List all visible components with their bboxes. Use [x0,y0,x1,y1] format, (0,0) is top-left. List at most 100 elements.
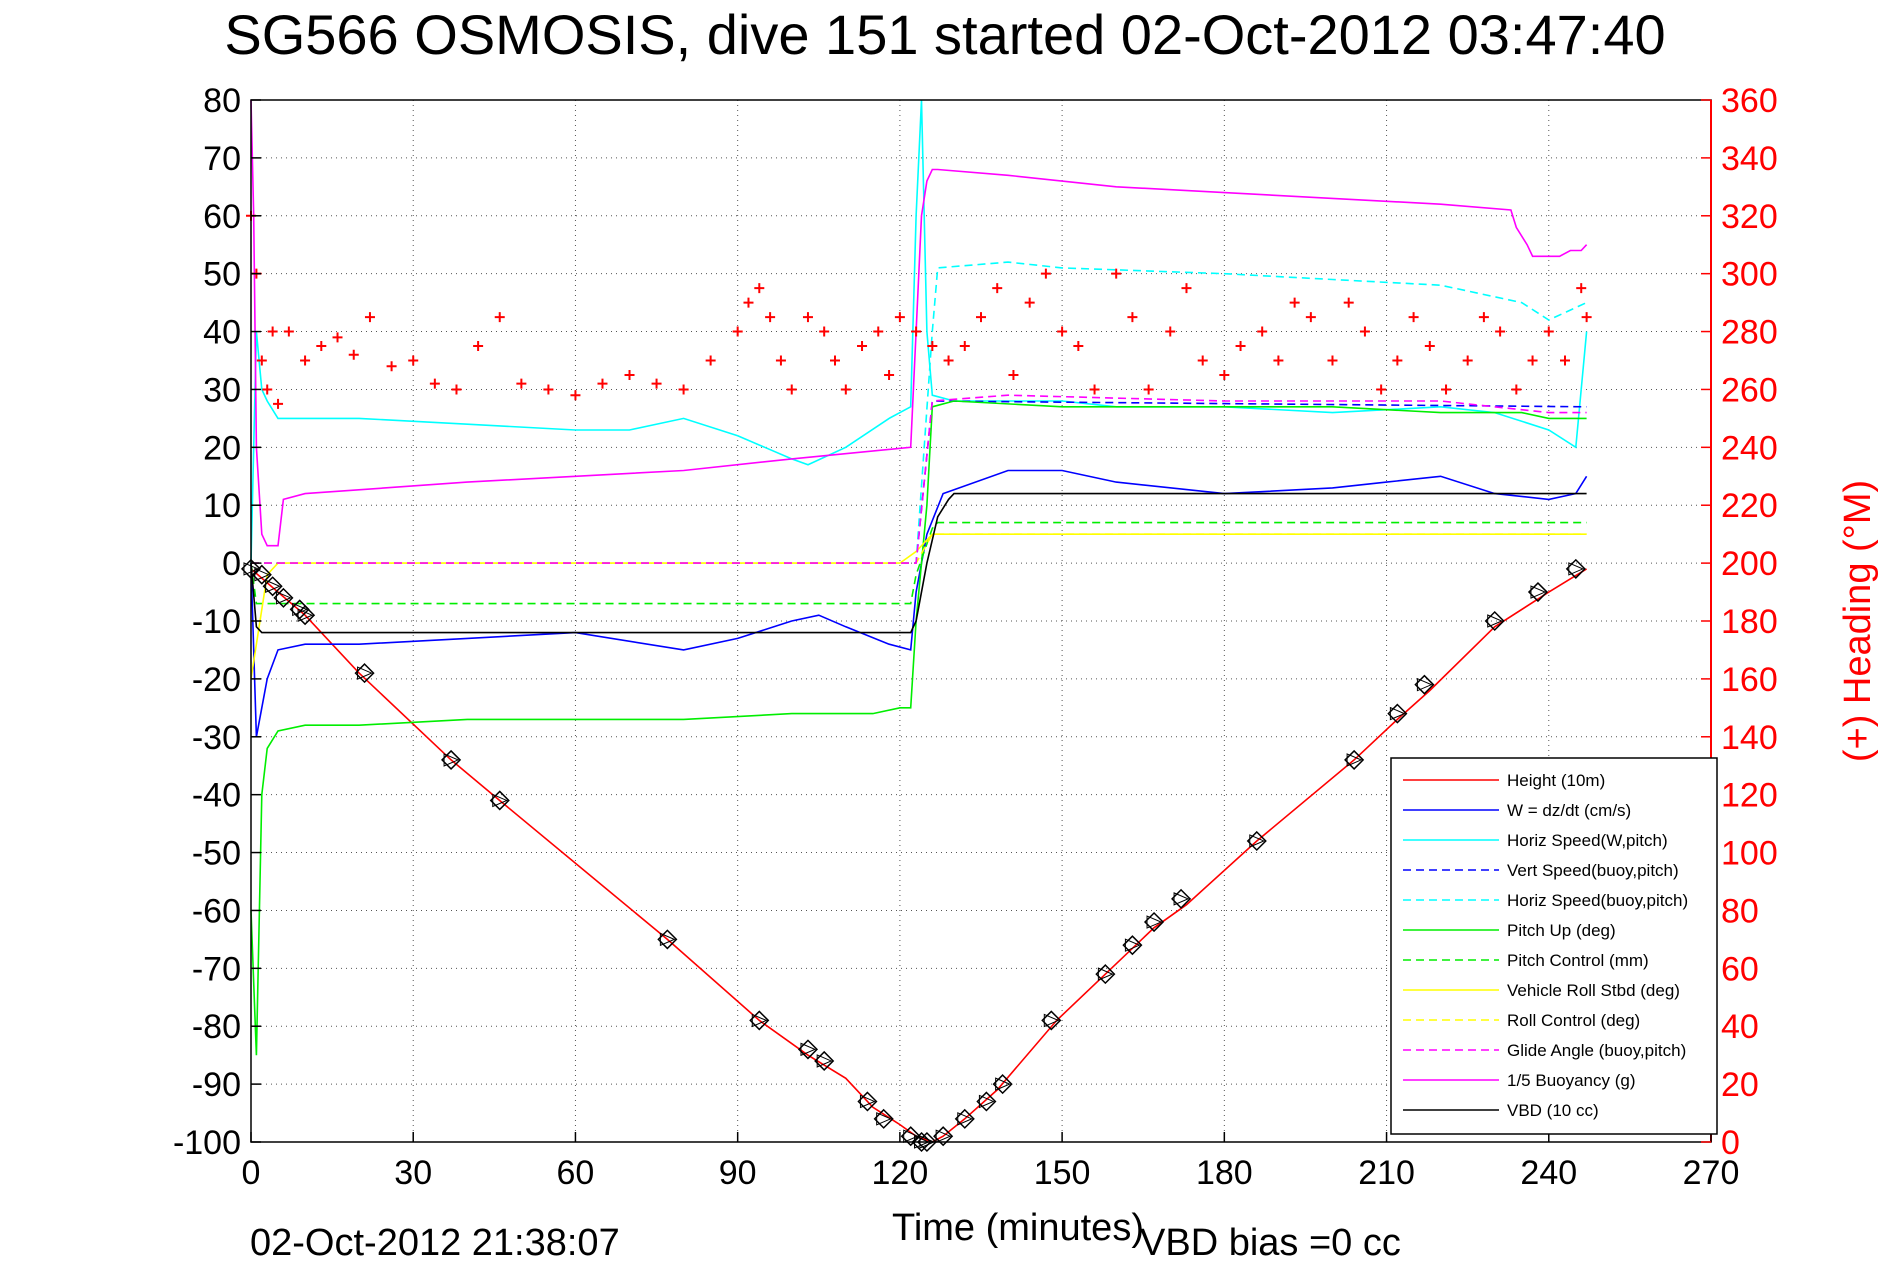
heading-marker [802,312,813,323]
diamond-marker [976,1091,997,1112]
heading-marker [516,378,527,389]
legend-label: Roll Control (deg) [1507,1011,1640,1030]
heading-marker [1327,355,1338,366]
heading-marker [1273,355,1284,366]
heading-marker [1305,312,1316,323]
heading-marker [1478,312,1489,323]
y2-axis-label: (+) Heading (°M) [1837,480,1879,762]
triangle-marker [275,591,292,605]
heading-marker [1424,341,1435,352]
heading-marker [894,312,905,323]
heading-marker [1441,384,1452,395]
heading-marker [1392,355,1403,366]
y-tick-label: 60 [203,198,241,236]
series-10 [250,99,1588,547]
y2-tick-label: 40 [1721,1008,1759,1046]
triangle-marker [751,1013,768,1028]
triangle-marker [1416,677,1433,692]
triangle-marker [1389,706,1406,721]
triangle-marker [1346,753,1363,767]
heading-marker [786,384,797,395]
triangle-marker [659,932,676,947]
height-markers [240,558,1586,1153]
heading-marker [976,312,986,323]
series-line [250,400,1587,1056]
heading-marker [943,355,954,366]
y2-tick-label: 300 [1721,256,1778,294]
heading-marker [1089,384,1100,395]
triangle-marker [443,753,460,767]
axes: 0 30 60 90 120 150 180 210 240 270-100-90-80-70-6… [173,82,1778,1192]
heading-marker [819,326,830,337]
legend-label: Pitch Control (mm) [1507,951,1649,970]
diamond-marker [1344,749,1365,770]
series-5 [250,400,1587,1056]
y-tick-label: 30 [203,371,241,409]
diamond-marker [797,1039,819,1060]
x-tick-label: 30 [394,1154,432,1192]
chart-title: SG566 OSMOSIS, dive 151 started 02-Oct-2… [224,3,1665,66]
heading-marker [570,390,581,401]
y-tick-label: -40 [192,777,241,815]
y2-tick-label: 340 [1721,140,1778,178]
grid [251,100,1711,1142]
diamond-marker [273,587,294,608]
x-tick-label: 240 [1520,1154,1577,1192]
y2-tick-label: 20 [1721,1066,1759,1104]
diamond-marker [262,576,283,597]
series-line [250,492,1587,634]
heading-marker [1359,326,1370,337]
triangle-marker [357,666,373,680]
x-tick-label: 60 [557,1154,595,1192]
heading-marker [1511,384,1522,395]
y2-tick-label: 220 [1721,487,1778,525]
heading-marker [775,355,786,366]
legend-box [1390,757,1718,1135]
heading-marker [754,283,765,294]
footer-timestamp: 02-Oct-2012 21:38:07 [250,1222,620,1262]
footer-vbd-bias: VBD bias =0 cc [1140,1222,1401,1262]
x-axis-label: Time (minutes) [892,1207,1144,1249]
heading-marker [840,384,851,395]
diamond-marker [1041,1010,1062,1031]
triangle-marker [816,1054,833,1068]
heading-marker [256,355,267,366]
x-tick-label: 150 [1034,1154,1091,1192]
heading-marker [1235,341,1246,352]
triangle-marker [492,793,509,808]
heading-marker [873,326,884,337]
heading-marker [300,355,311,366]
heading-marker [959,341,970,352]
legend-label: Height (10m) [1507,771,1605,790]
triangle-marker [935,1129,952,1143]
legend-label: Horiz Speed(buoy,pitch) [1507,891,1688,910]
diamond-marker [1095,964,1116,985]
heading-marker [429,378,440,389]
y2-tick-label: 200 [1721,545,1778,583]
triangle-marker [1249,834,1266,848]
heading-marker [1181,283,1192,294]
y2-tick-label: 100 [1721,835,1778,873]
triangle-marker [1568,562,1585,576]
y2-tick-label: 0 [1721,1124,1740,1162]
y-tick-label: 80 [203,82,241,120]
y2-tick-label: 260 [1721,371,1778,409]
legend-label: Horiz Speed(W,pitch) [1507,831,1668,850]
diamond-marker [489,790,510,811]
diamond-marker [916,1131,937,1153]
heading-marker [911,326,922,337]
heading-marker [992,283,1003,294]
diamond-marker [1527,581,1549,603]
triangle-marker [1173,892,1190,906]
legend-label: VBD (10 cc) [1507,1101,1599,1120]
diamond-marker [954,1108,975,1129]
heading-marker [386,361,397,372]
heading-marker [1073,341,1084,352]
diamond-marker [1171,888,1192,909]
diamond-marker [1246,830,1267,852]
diamond-marker [1122,935,1143,956]
series-line [250,521,1587,605]
y-tick-label: 20 [203,429,241,467]
heading-marker [597,378,608,389]
heading-marker [543,384,554,395]
